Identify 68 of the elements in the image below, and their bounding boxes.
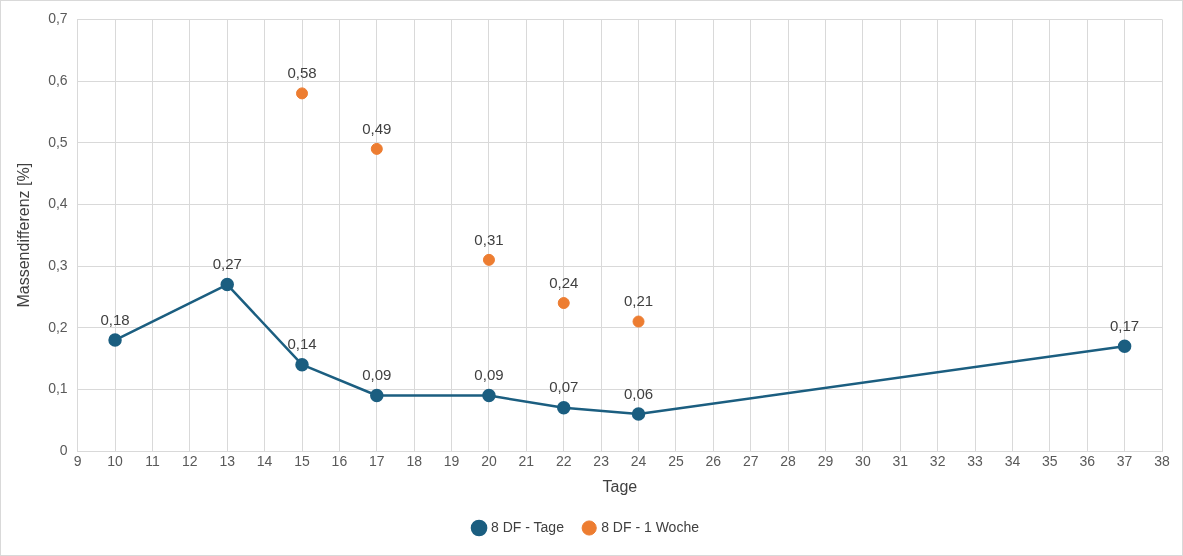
point — [557, 401, 571, 415]
x-tick-label: 34 — [1004, 453, 1021, 470]
x-tick-label: 27 — [742, 453, 759, 470]
y-axis-title: Massendifferenz [%] — [15, 162, 33, 308]
point — [482, 388, 496, 403]
x-tick-label: 14 — [256, 453, 273, 470]
x-tick-label: 11 — [145, 453, 160, 470]
point — [631, 407, 646, 421]
point — [557, 297, 570, 310]
x-tick-label: 30 — [855, 453, 871, 470]
x-tick-label: 24 — [630, 453, 647, 470]
x-tick-label: 25 — [668, 453, 684, 470]
point — [632, 315, 645, 328]
data-label: 0,06 — [623, 384, 654, 402]
legend-label: 8 DF - Tage — [491, 518, 565, 535]
y-tick-label: 0,2 — [48, 318, 68, 335]
data-label: 0,49 — [362, 119, 392, 137]
data-label: 0,07 — [549, 378, 579, 396]
data-label: 0,21 — [623, 292, 654, 310]
x-tick-label: 33 — [967, 453, 984, 470]
y-tick-label: 0,7 — [48, 10, 68, 27]
data-label: 0,09 — [362, 366, 392, 384]
x-tick-label: 22 — [555, 453, 572, 470]
point — [1117, 339, 1132, 353]
x-tick-label: 29 — [817, 453, 834, 470]
y-tick-label: 0,1 — [48, 380, 68, 397]
data-label: 0,09 — [474, 366, 504, 384]
point — [370, 142, 383, 155]
x-tick-label: 15 — [294, 453, 310, 470]
x-tick-label: 31 — [892, 453, 909, 470]
x-tick-label: 17 — [369, 453, 385, 470]
x-tick-label: 28 — [780, 453, 797, 470]
point — [108, 333, 122, 347]
x-tick-label: 37 — [1116, 453, 1133, 470]
x-tick-label: 12 — [182, 453, 198, 470]
y-tick-label: 0,6 — [48, 71, 68, 88]
legend-label: 8 DF - 1 Woche — [601, 518, 700, 535]
x-tick-label: 16 — [331, 453, 348, 470]
data-label: 0,27 — [212, 255, 242, 273]
data-label: 0,14 — [287, 335, 317, 353]
point — [370, 388, 384, 403]
data-label: 0,24 — [549, 273, 579, 291]
x-axis-title: Tage — [602, 477, 638, 495]
point — [296, 87, 309, 100]
x-tick-label: 9 — [73, 453, 82, 470]
x-tick-label: 36 — [1079, 453, 1096, 470]
data-label: 0,58 — [287, 64, 317, 82]
data-label: 0,17 — [1110, 316, 1140, 334]
x-tick-label: 38 — [1154, 453, 1170, 470]
data-label: 0,18 — [100, 310, 130, 328]
y-tick-label: 0,4 — [48, 195, 68, 212]
x-tick-label: 32 — [929, 453, 946, 470]
y-tick-label: 0,5 — [48, 133, 68, 150]
x-tick-label: 18 — [406, 453, 423, 470]
point — [220, 277, 234, 292]
y-tick-label: 0 — [59, 441, 68, 458]
x-tick-label: 35 — [1042, 453, 1058, 470]
point — [295, 357, 309, 372]
x-tick-label: 26 — [705, 453, 722, 470]
point — [482, 253, 495, 266]
x-tick-label: 23 — [593, 453, 610, 470]
x-tick-label: 21 — [518, 453, 535, 470]
x-tick-label: 10 — [107, 453, 124, 470]
data-label: 0,31 — [474, 230, 504, 248]
x-tick-label: 19 — [443, 453, 460, 470]
y-tick-label: 0,3 — [48, 256, 68, 273]
x-tick-label: 13 — [219, 453, 236, 470]
x-tick-label: 20 — [481, 453, 497, 470]
